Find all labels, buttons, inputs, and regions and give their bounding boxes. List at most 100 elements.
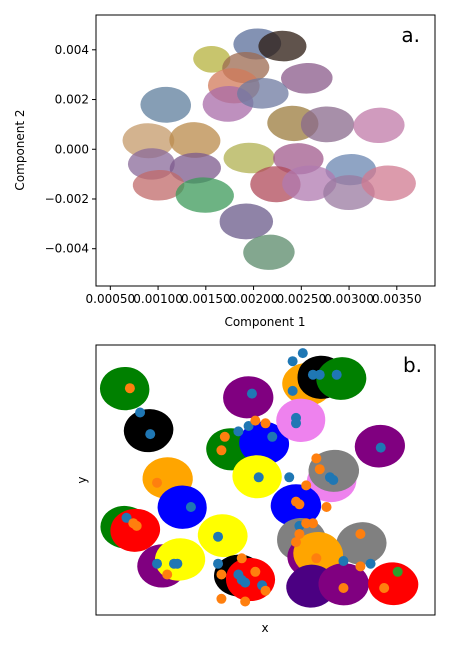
panel-a-axes-frame <box>95 14 436 287</box>
panel-b-point <box>297 348 308 359</box>
panel-a-cluster <box>237 78 289 109</box>
panel-a-cluster <box>282 165 337 202</box>
panel-b-point <box>294 499 305 510</box>
panel-b-region <box>308 449 360 492</box>
panel-a-x-tick-label: 0.00300 <box>324 292 374 306</box>
panel-a-cluster <box>223 142 276 174</box>
panel-b-point <box>216 569 227 580</box>
panel-b-region <box>223 376 274 419</box>
panel-b-region <box>157 485 207 529</box>
panel-b-y-axis-label: y <box>75 476 89 483</box>
panel-b-point <box>162 569 173 580</box>
panel-b-point <box>236 553 247 564</box>
panel-b-point <box>365 558 376 569</box>
panel-a-cluster <box>300 106 355 143</box>
panel-b-point <box>379 583 390 593</box>
panel-a-cluster <box>169 152 222 184</box>
panel-b-point <box>233 426 244 437</box>
panel-b-point <box>311 453 322 464</box>
panel-b-point <box>172 558 183 569</box>
panel-a-x-tick-label: 0.00200 <box>229 292 279 306</box>
panel-b-region <box>336 522 387 565</box>
panel-a-cluster <box>193 45 231 73</box>
panel-b-axes-frame <box>95 344 436 616</box>
panel-b-point <box>375 442 386 453</box>
panel-b-point <box>213 531 224 542</box>
panel-b-point <box>291 537 302 548</box>
panel-b-point <box>294 529 305 539</box>
panel-b-point <box>152 558 163 569</box>
panel-a-x-tick-label: 0.00250 <box>276 292 326 306</box>
panel-b-point <box>121 512 132 523</box>
panel-b-point <box>355 529 366 539</box>
panel-a-cluster <box>281 62 333 94</box>
panel-b-point <box>267 431 278 442</box>
panel-b-point <box>314 464 325 475</box>
panel-b-point <box>260 418 271 429</box>
panel-b-point <box>338 583 349 593</box>
panel-b-point <box>219 431 230 442</box>
panel-b-label: b. <box>403 353 422 377</box>
panel-a-x-tick-label: 0.00150 <box>181 292 231 306</box>
panel-b-point <box>287 356 298 367</box>
panel-b-point <box>328 475 339 485</box>
panel-b-region <box>99 366 150 411</box>
panel-a-plot-area <box>122 28 416 270</box>
panel-b-point <box>216 593 227 604</box>
panel-b-point <box>246 388 257 399</box>
panel-a: 0.000500.001000.001500.002000.002500.003… <box>13 14 436 329</box>
panel-b-point <box>185 502 196 512</box>
panel-b-point <box>243 421 254 431</box>
panel-a-y-axis-label: Component 2 <box>13 109 27 190</box>
panel-b-point <box>253 472 264 483</box>
panel-a-x-tick-label: 0.00350 <box>372 292 422 306</box>
panel-a-cluster <box>243 234 295 270</box>
panel-b-point <box>240 596 251 607</box>
panel-b-point <box>321 502 332 512</box>
panel-a-cluster <box>258 30 307 62</box>
panel-b-point <box>301 480 312 491</box>
panel-a-cluster <box>132 169 185 201</box>
panel-b: b. x y <box>75 344 436 635</box>
panel-a-x-tick-label: 0.00050 <box>86 292 136 306</box>
panel-b-point <box>250 415 261 426</box>
panel-b-point <box>145 429 156 440</box>
panel-b-point <box>260 585 271 596</box>
panel-b-point <box>213 558 224 569</box>
panel-a-cluster <box>175 177 234 213</box>
panel-a-cluster <box>140 86 192 123</box>
panel-a-y-tick-label: −0.002 <box>45 192 89 206</box>
panel-b-point <box>311 553 322 564</box>
panel-a-cluster <box>361 165 416 201</box>
panel-a-y-tick-label: 0.002 <box>55 93 89 107</box>
panel-b-region <box>293 531 344 576</box>
panel-b-point <box>392 566 403 577</box>
panel-b-point <box>331 369 342 380</box>
panel-a-cluster <box>169 122 221 158</box>
panel-a-y-ticks: −0.004 −0.002 0.000 0.002 0.004 <box>45 43 96 256</box>
panel-b-plot-area <box>99 348 419 608</box>
panel-a-cluster <box>353 107 405 144</box>
panel-b-x-axis-label: x <box>261 621 268 635</box>
panel-a-y-tick-label: 0.000 <box>55 142 89 156</box>
panel-a-x-axis-label: Component 1 <box>224 315 305 329</box>
panel-a-cluster <box>219 203 274 240</box>
panel-b-point <box>307 518 318 529</box>
panel-b-region <box>276 398 326 442</box>
panel-a-x-tick-label: 0.00100 <box>133 292 183 306</box>
panel-b-point <box>284 472 295 483</box>
panel-b-point <box>124 383 135 394</box>
panel-b-point <box>240 577 251 588</box>
panel-b-region <box>316 357 367 400</box>
panel-a-y-tick-label: −0.004 <box>45 242 89 256</box>
panel-b-point <box>287 385 298 396</box>
panel-b-point <box>338 556 349 566</box>
panel-a-label: a. <box>401 23 420 47</box>
panel-b-point <box>250 566 261 577</box>
panel-b-point <box>291 418 302 429</box>
panel-a-x-ticks: 0.000500.001000.001500.002000.002500.003… <box>86 286 422 306</box>
panel-b-point <box>355 561 366 572</box>
panel-b-point <box>135 407 146 418</box>
panel-b-region <box>239 421 290 465</box>
